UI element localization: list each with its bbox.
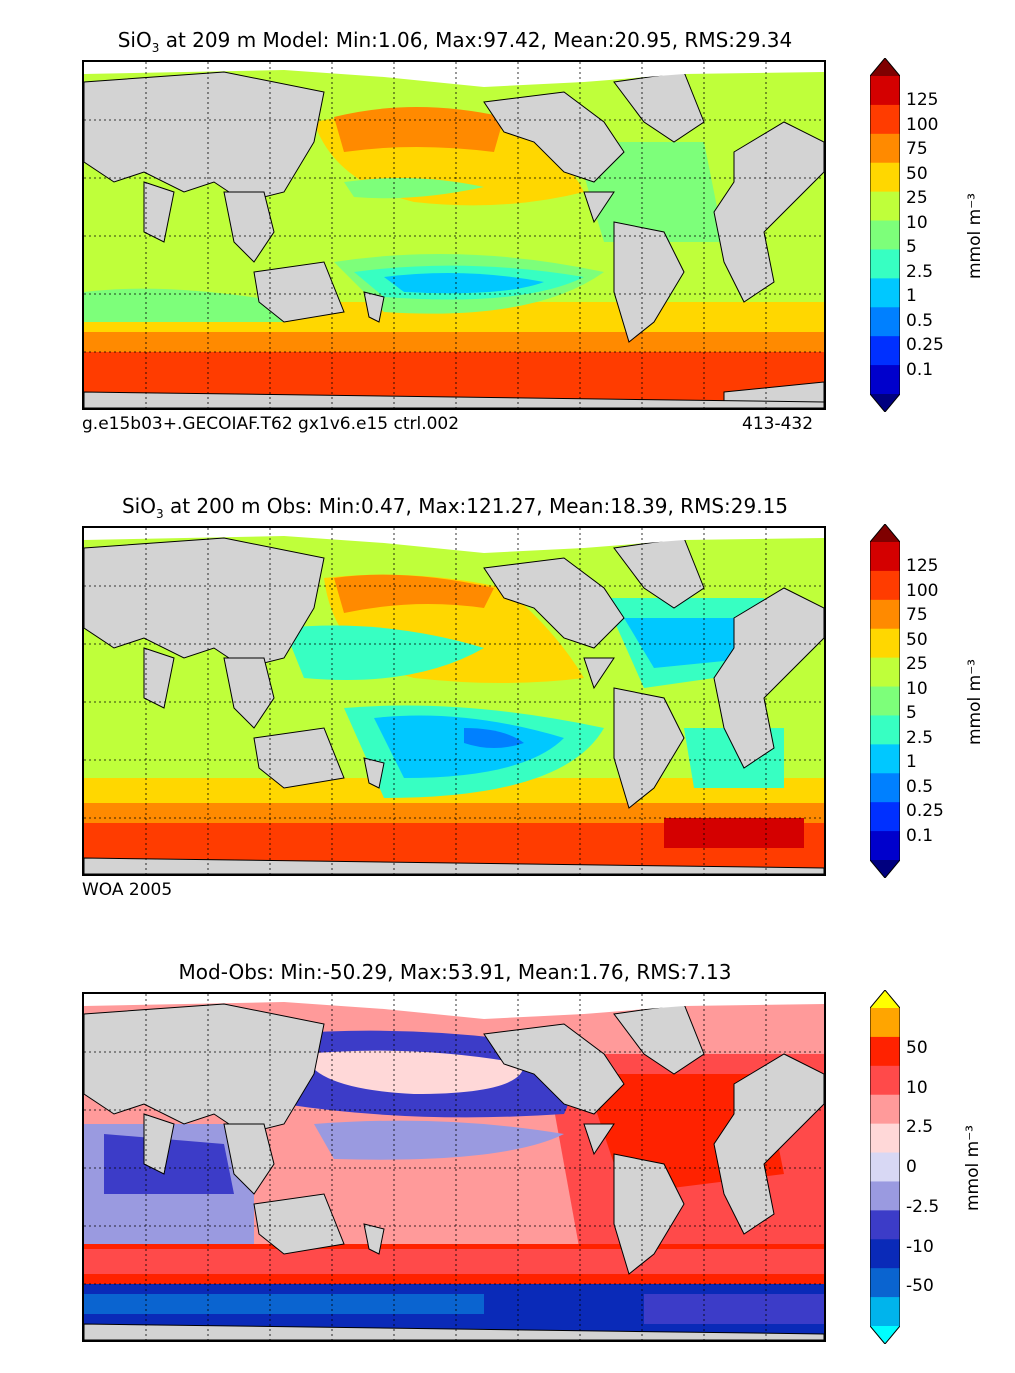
model-colorbar-tick-label: 125 — [906, 90, 939, 111]
diff-colorbar-tick-label: 10 — [906, 1077, 928, 1098]
model-colorbar-svg — [870, 58, 900, 412]
model-colorbar-tick-label: 100 — [906, 114, 939, 135]
obs-colorbar-extend-max — [870, 524, 900, 542]
diff-map-title: Mod-Obs: Min:-50.29, Max:53.91, Mean:1.7… — [178, 960, 732, 984]
model-colorbar-tick-label: 75 — [906, 139, 928, 160]
diff-colorbar-tick-label: 50 — [906, 1037, 928, 1058]
model-colorbar-tick-label: 50 — [906, 163, 928, 184]
model-colorbar — [870, 58, 900, 412]
diff-colorbar-segment — [870, 1210, 900, 1240]
model-year-range: 413-432 — [742, 414, 814, 434]
model-colorbar-tick-label: 0.1 — [906, 359, 934, 380]
obs-colorbar-segment — [870, 773, 900, 803]
model-map-svg — [84, 62, 824, 408]
model-colorbar-segment — [870, 191, 900, 222]
obs-colorbar-tick-label: 0.5 — [906, 776, 934, 797]
model-colorbar-tick-label: 25 — [906, 188, 928, 209]
obs-map — [82, 526, 826, 876]
model-colorbar-segment — [870, 133, 900, 164]
diff-colorbar-tick-label: -10 — [906, 1236, 934, 1257]
model-colorbar-extend-max — [870, 58, 900, 76]
obs-map-title: SiO3 at 200 m Obs: Min:0.47, Max:121.27,… — [121, 494, 789, 521]
model-map-title: SiO3 at 209 m Model: Min:1.06, Max:97.42… — [117, 28, 793, 55]
diff-colorbar-tick-label: -50 — [906, 1276, 934, 1297]
obs-colorbar-tick-label: 2.5 — [906, 727, 934, 748]
diff-colorbar-svg — [870, 990, 900, 1344]
obs-map-svg — [84, 528, 824, 874]
obs-colorbar-segment — [870, 744, 900, 774]
diff-colorbar-extend-max — [870, 990, 900, 1008]
diff-colorbar-tick-label: 0 — [906, 1157, 917, 1177]
model-colorbar-tick-label: 0.5 — [906, 310, 934, 331]
obs-colorbar-segment — [870, 686, 900, 716]
diff-map — [82, 992, 826, 1342]
model-colorbar-extend-min — [870, 394, 900, 412]
obs-colorbar-segment — [870, 542, 900, 572]
obs-colorbar-tick-label: 1 — [906, 752, 917, 773]
obs-colorbar — [870, 524, 900, 878]
obs-colorbar-unit: mmol m⁻³ — [965, 659, 985, 745]
diff-colorbar-tick-label: -2.5 — [906, 1196, 940, 1217]
obs-colorbar-tick-label: 25 — [906, 654, 928, 675]
diff-colorbar-segment — [870, 1036, 900, 1067]
diff-colorbar-segment — [870, 1065, 900, 1096]
diff-colorbar-extend-min — [870, 1326, 900, 1344]
diff-colorbar-segment — [870, 1239, 900, 1269]
model-colorbar-segment — [870, 104, 900, 135]
obs-colorbar-segment — [870, 628, 900, 659]
model-colorbar-tick-label: 5 — [906, 237, 917, 258]
obs-colorbar-tick-label: 10 — [906, 678, 928, 699]
diff-colorbar-segment — [870, 1297, 900, 1327]
obs-colorbar-extend-min — [870, 860, 900, 878]
model-colorbar-tick-label: 10 — [906, 212, 928, 233]
model-colorbar-segment — [870, 278, 900, 308]
obs-colorbar-segment — [870, 831, 900, 861]
diff-colorbar-segment — [870, 1094, 900, 1125]
diff-colorbar-unit: mmol m⁻³ — [963, 1125, 983, 1211]
model-colorbar-segment — [870, 220, 900, 250]
model-colorbar-segment — [870, 249, 900, 279]
obs-colorbar-segment — [870, 599, 900, 630]
model-colorbar-tick-label: 0.25 — [906, 335, 944, 356]
model-colorbar-segment — [870, 336, 900, 366]
diff-colorbar-segment — [870, 1181, 900, 1211]
model-colorbar-segment — [870, 76, 900, 106]
model-map — [82, 60, 826, 410]
diff-colorbar-segment — [870, 1152, 900, 1182]
model-colorbar-tick-label: 2.5 — [906, 261, 934, 282]
obs-colorbar-segment — [870, 802, 900, 832]
obs-colorbar-svg — [870, 524, 900, 878]
obs-colorbar-tick-label: 75 — [906, 605, 928, 626]
diff-colorbar-tick-label: 2.5 — [906, 1117, 934, 1138]
obs-colorbar-segment — [870, 657, 900, 688]
obs-colorbar-tick-label: 50 — [906, 629, 928, 650]
obs-colorbar-tick-label: 0.25 — [906, 801, 944, 822]
diff-map-svg — [84, 994, 824, 1340]
obs-colorbar-tick-label: 125 — [906, 556, 939, 577]
obs-source-label: WOA 2005 — [82, 880, 173, 900]
diff-colorbar — [870, 990, 900, 1344]
obs-colorbar-segment — [870, 715, 900, 745]
model-colorbar-segment — [870, 162, 900, 193]
obs-colorbar-tick-label: 5 — [906, 703, 917, 724]
model-colorbar-unit: mmol m⁻³ — [965, 193, 985, 279]
diff-colorbar-segment — [870, 1008, 900, 1038]
obs-colorbar-tick-label: 0.1 — [906, 825, 934, 846]
obs-colorbar-tick-label: 100 — [906, 580, 939, 601]
model-colorbar-segment — [870, 307, 900, 337]
obs-colorbar-segment — [870, 570, 900, 601]
model-run-label: g.e15b03+.GECOIAF.T62 gx1v6.e15 ctrl.002 — [82, 414, 460, 434]
model-colorbar-tick-label: 1 — [906, 286, 917, 307]
model-colorbar-segment — [870, 365, 900, 395]
diff-colorbar-segment — [870, 1123, 900, 1154]
diff-colorbar-segment — [870, 1268, 900, 1298]
